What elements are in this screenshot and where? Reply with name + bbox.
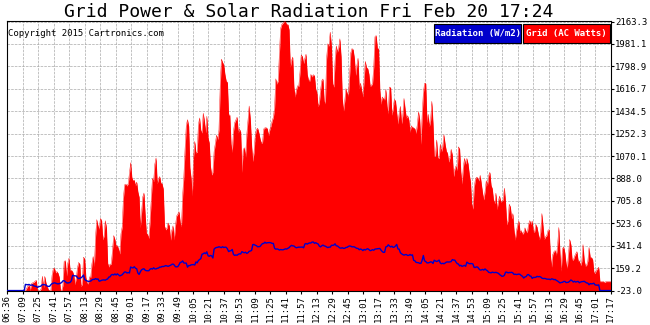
Text: Copyright 2015 Cartronics.com: Copyright 2015 Cartronics.com [8,29,164,38]
Title: Grid Power & Solar Radiation Fri Feb 20 17:24: Grid Power & Solar Radiation Fri Feb 20 … [64,3,554,21]
FancyBboxPatch shape [523,24,610,43]
Text: Radiation (W/m2): Radiation (W/m2) [435,29,521,38]
Text: Grid (AC Watts): Grid (AC Watts) [526,29,606,38]
FancyBboxPatch shape [434,24,521,43]
